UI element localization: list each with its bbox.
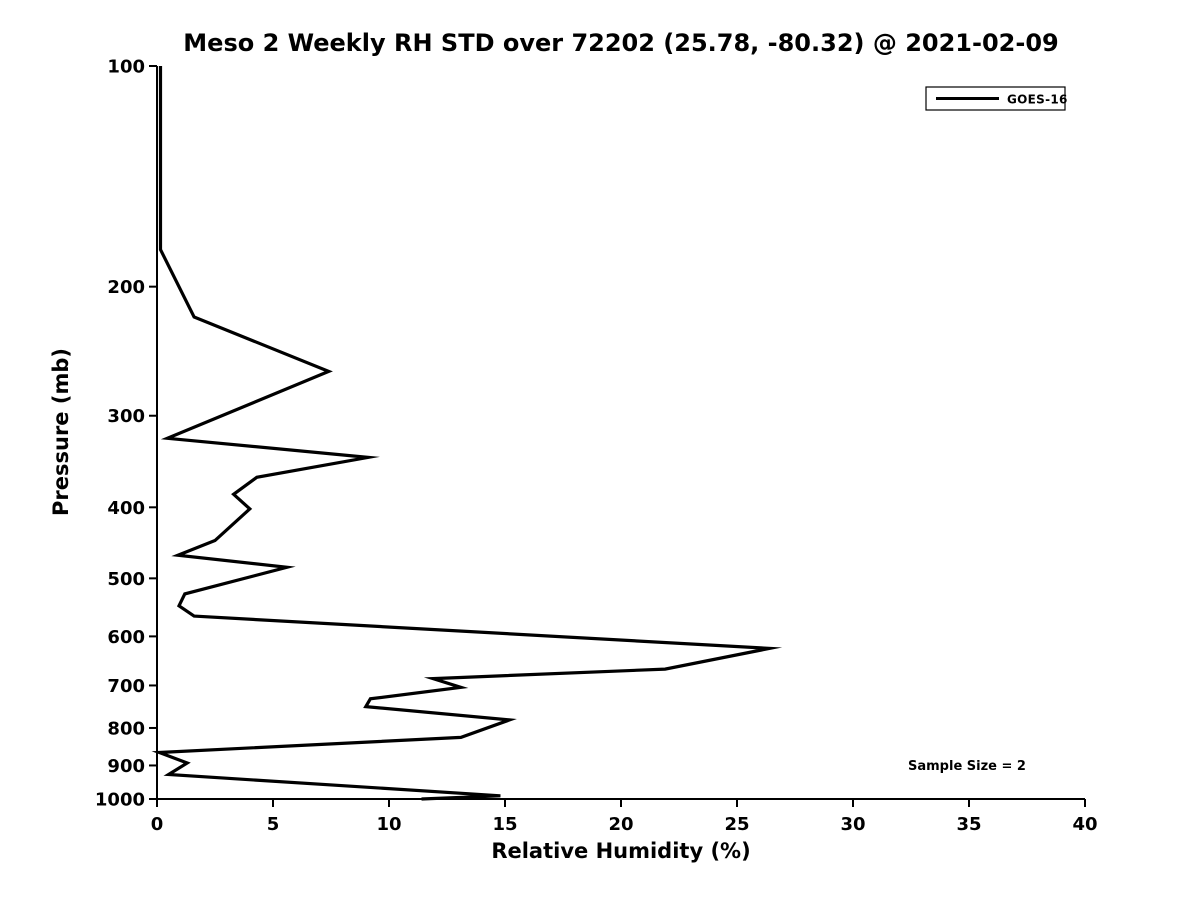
x-tick-label: 30 — [840, 814, 865, 835]
series-line-goes-16 — [151, 66, 783, 801]
x-tick-label: 0 — [151, 814, 164, 835]
legend: GOES-16 — [925, 86, 1068, 111]
y-tick-label: 200 — [107, 277, 145, 298]
y-tick-label: 300 — [107, 406, 145, 427]
series — [151, 66, 783, 801]
x-tick-label: 5 — [267, 814, 280, 835]
x-tick-label: 35 — [956, 814, 981, 835]
y-tick-label: 1000 — [95, 790, 145, 811]
chart-title: Meso 2 Weekly RH STD over 72202 (25.78, … — [183, 29, 1058, 57]
y-tick-label: 400 — [107, 498, 145, 519]
x-axis-label: Relative Humidity (%) — [491, 839, 750, 863]
x-tick-label: 15 — [492, 814, 517, 835]
y-axis-label: Pressure (mb) — [49, 348, 73, 516]
y-tick-label: 800 — [107, 718, 145, 739]
y-tick-label: 500 — [107, 569, 145, 590]
x-tick-label: 10 — [376, 814, 401, 835]
x-tick-label: 25 — [724, 814, 749, 835]
legend-label: GOES-16 — [1007, 93, 1068, 107]
y-tick-label: 700 — [107, 676, 145, 697]
axes: 100 200 300 400 500 600 700 800 900 1000 0 5 10 15 20 2… — [95, 57, 1098, 836]
x-tick-label: 40 — [1072, 814, 1097, 835]
sample-size-annotation: Sample Size = 2 — [908, 759, 1026, 774]
y-tick-label: 100 — [107, 57, 145, 78]
y-tick-label: 900 — [107, 756, 145, 777]
y-tick-label: 600 — [107, 627, 145, 648]
x-tick-label: 20 — [608, 814, 633, 835]
